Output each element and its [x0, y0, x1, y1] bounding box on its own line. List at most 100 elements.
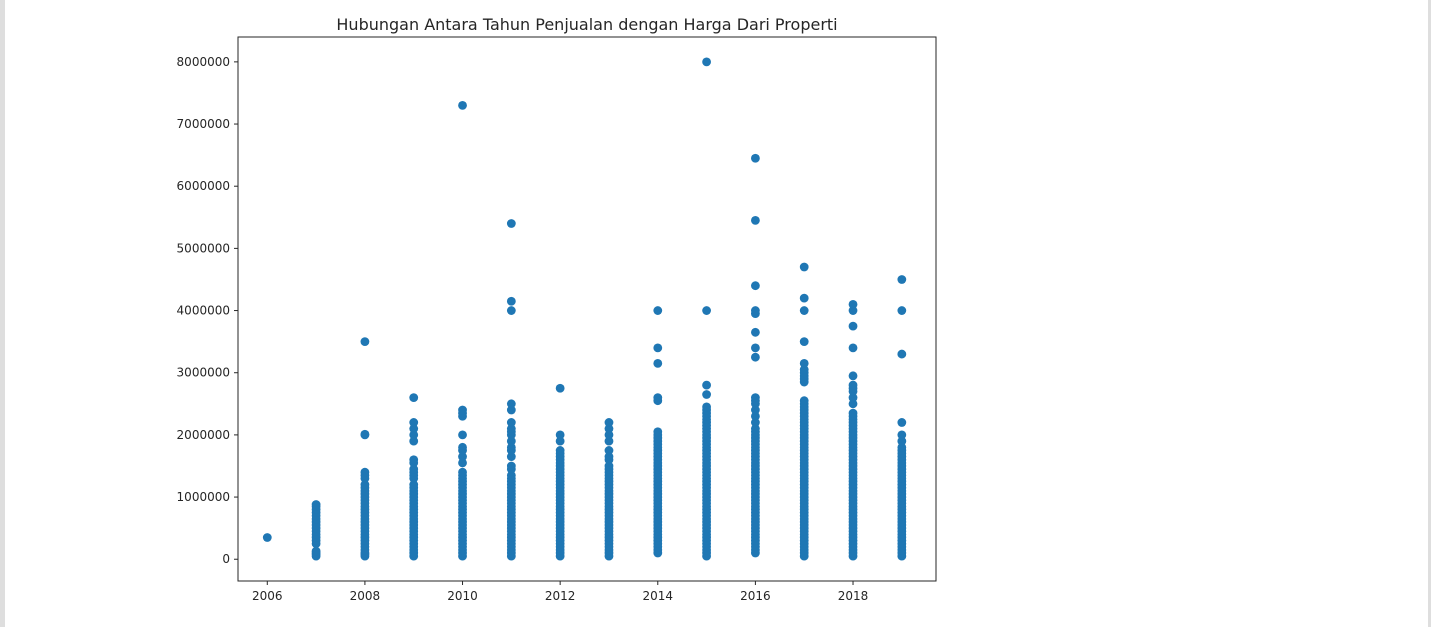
plot-area-frame [237, 36, 937, 582]
scatter-point [458, 467, 467, 477]
right-frame-border [1428, 0, 1431, 627]
scatter-point [409, 480, 419, 490]
scatter-point [848, 399, 858, 409]
scatter-point [458, 458, 467, 468]
scatter-point [897, 436, 907, 446]
scatter-point [458, 452, 467, 462]
scatter-point [897, 418, 907, 427]
scatter-point [360, 480, 370, 490]
scatter-point [360, 429, 370, 439]
scatter-point [506, 296, 516, 306]
scatter-point [506, 461, 516, 471]
scatter-point [751, 405, 760, 415]
scatter-point [751, 393, 760, 402]
scatter-point [604, 452, 614, 462]
scatter-point [506, 405, 516, 415]
scatter-point [555, 430, 565, 440]
x-tick-label: 2012 [545, 589, 576, 603]
scatter-point [702, 390, 711, 399]
y-axis-ticks: 0 1000000 2000000 3000000 4000000 5000000 6000… [177, 55, 238, 566]
scatter-point [751, 424, 760, 434]
scatter-point [262, 533, 272, 542]
x-tick-label: 2018 [838, 589, 869, 603]
x-tick-label: 2010 [447, 589, 478, 603]
scatter-point [799, 359, 809, 368]
scatter-point [897, 442, 907, 452]
scatter-point [897, 349, 907, 359]
scatter-point [604, 430, 614, 440]
scatter-point [702, 380, 711, 390]
scatter-point [458, 442, 467, 452]
scatter-point [506, 452, 516, 462]
scatter-point [311, 546, 321, 556]
scatter-point [506, 219, 516, 228]
scatter-point [409, 424, 419, 434]
y-tick-label: 8000000 [177, 55, 230, 69]
scatter-point [653, 343, 663, 353]
scatter-point [848, 306, 858, 315]
scatter-point [799, 365, 809, 375]
scatter-point [799, 306, 809, 315]
scatter-point [604, 424, 614, 434]
scatter-point [409, 430, 419, 440]
scatter-point [751, 306, 760, 315]
scatter-point [653, 306, 663, 315]
scatter-point [458, 430, 467, 440]
scatter-point [799, 262, 809, 272]
scatter-point [604, 461, 614, 471]
scatter-point [702, 306, 711, 315]
scatter-point [751, 216, 760, 225]
scatter-point [848, 393, 858, 402]
x-tick-label: 2006 [252, 589, 283, 603]
y-tick-label: 6000000 [177, 179, 230, 193]
scatter-point [409, 464, 419, 474]
chart-title: Hubungan Antara Tahun Penjualan dengan H… [336, 15, 837, 34]
scatter-point [506, 470, 516, 480]
scatter-point [848, 321, 858, 331]
scatter-point [897, 275, 907, 284]
y-tick-label: 3000000 [177, 366, 230, 380]
x-axis-ticks: 2006 2008 2010 2012 2014 2016 2018 [252, 581, 868, 603]
x-tick-label: 2014 [643, 589, 674, 603]
scatter-point [751, 411, 760, 421]
scatter-point [506, 399, 516, 409]
y-tick-label: 0 [222, 552, 230, 566]
scatter-point [409, 455, 419, 465]
scatter-point [409, 393, 419, 402]
y-tick-label: 2000000 [177, 428, 230, 442]
scatter-point [604, 418, 614, 427]
scatter-point [848, 371, 858, 381]
scatter-point [360, 467, 370, 477]
scatter-point [751, 327, 760, 337]
scatter-point [506, 424, 516, 434]
x-tick-label: 2008 [350, 589, 381, 603]
y-tick-label: 4000000 [177, 304, 230, 318]
scatter-point [702, 402, 711, 412]
scatter-point [799, 396, 809, 406]
scatter-point [311, 500, 321, 509]
scatter-point [506, 418, 516, 427]
scatter-point [555, 436, 565, 446]
scatter-point [751, 343, 760, 353]
scatter-point [555, 383, 565, 393]
scatter-point [653, 359, 663, 368]
scatter-point [751, 153, 760, 163]
scatter-point [458, 405, 467, 415]
scatter-point [848, 408, 858, 418]
scatter-point [799, 293, 809, 303]
scatter-point [799, 337, 809, 347]
y-tick-label: 1000000 [177, 490, 230, 504]
scatter-point [604, 436, 614, 446]
scatter-point [506, 436, 516, 446]
scatter-point [458, 100, 467, 110]
scatter-point [409, 436, 419, 446]
scatter-point [751, 418, 760, 427]
scatter-point [848, 299, 858, 309]
left-frame-border [0, 0, 5, 627]
scatter-point [848, 343, 858, 353]
scatter-point [897, 306, 907, 315]
scatter-point [604, 446, 614, 455]
scatter-point [506, 306, 516, 315]
x-tick-label: 2016 [740, 589, 771, 603]
